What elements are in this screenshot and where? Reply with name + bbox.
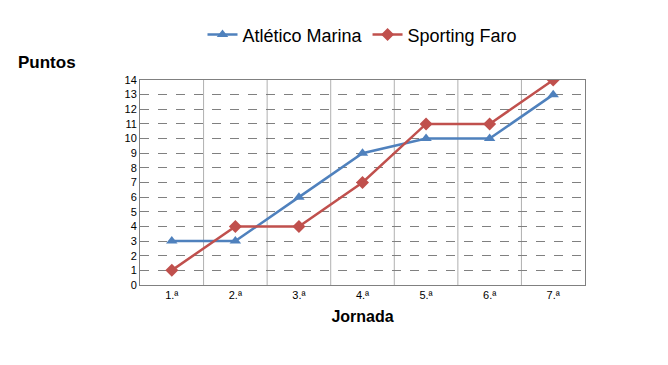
svg-text:2.ª: 2.ª bbox=[229, 289, 243, 301]
svg-text:3: 3 bbox=[131, 235, 137, 247]
svg-text:4.ª: 4.ª bbox=[356, 289, 370, 301]
svg-text:9: 9 bbox=[131, 147, 137, 159]
svg-text:12: 12 bbox=[125, 103, 137, 115]
svg-text:5.ª: 5.ª bbox=[419, 289, 433, 301]
svg-text:4: 4 bbox=[131, 220, 137, 232]
svg-text:7.ª: 7.ª bbox=[547, 289, 561, 301]
svg-text:Puntos: Puntos bbox=[18, 53, 76, 72]
svg-text:13: 13 bbox=[125, 88, 137, 100]
svg-text:6.ª: 6.ª bbox=[483, 289, 497, 301]
svg-text:Jornada: Jornada bbox=[331, 308, 393, 325]
svg-text:Atlético Marina: Atlético Marina bbox=[243, 26, 363, 46]
svg-text:2: 2 bbox=[131, 250, 137, 262]
svg-text:10: 10 bbox=[125, 132, 137, 144]
svg-text:Sporting Faro: Sporting Faro bbox=[408, 26, 517, 46]
svg-text:6: 6 bbox=[131, 191, 137, 203]
svg-text:1: 1 bbox=[131, 264, 137, 276]
svg-text:11: 11 bbox=[125, 118, 136, 130]
svg-text:5: 5 bbox=[131, 206, 137, 218]
svg-text:1.ª: 1.ª bbox=[165, 289, 179, 301]
svg-text:7: 7 bbox=[131, 176, 137, 188]
svg-text:3.ª: 3.ª bbox=[292, 289, 306, 301]
svg-text:14: 14 bbox=[125, 74, 137, 86]
svg-text:0: 0 bbox=[131, 279, 137, 291]
svg-text:8: 8 bbox=[131, 162, 137, 174]
